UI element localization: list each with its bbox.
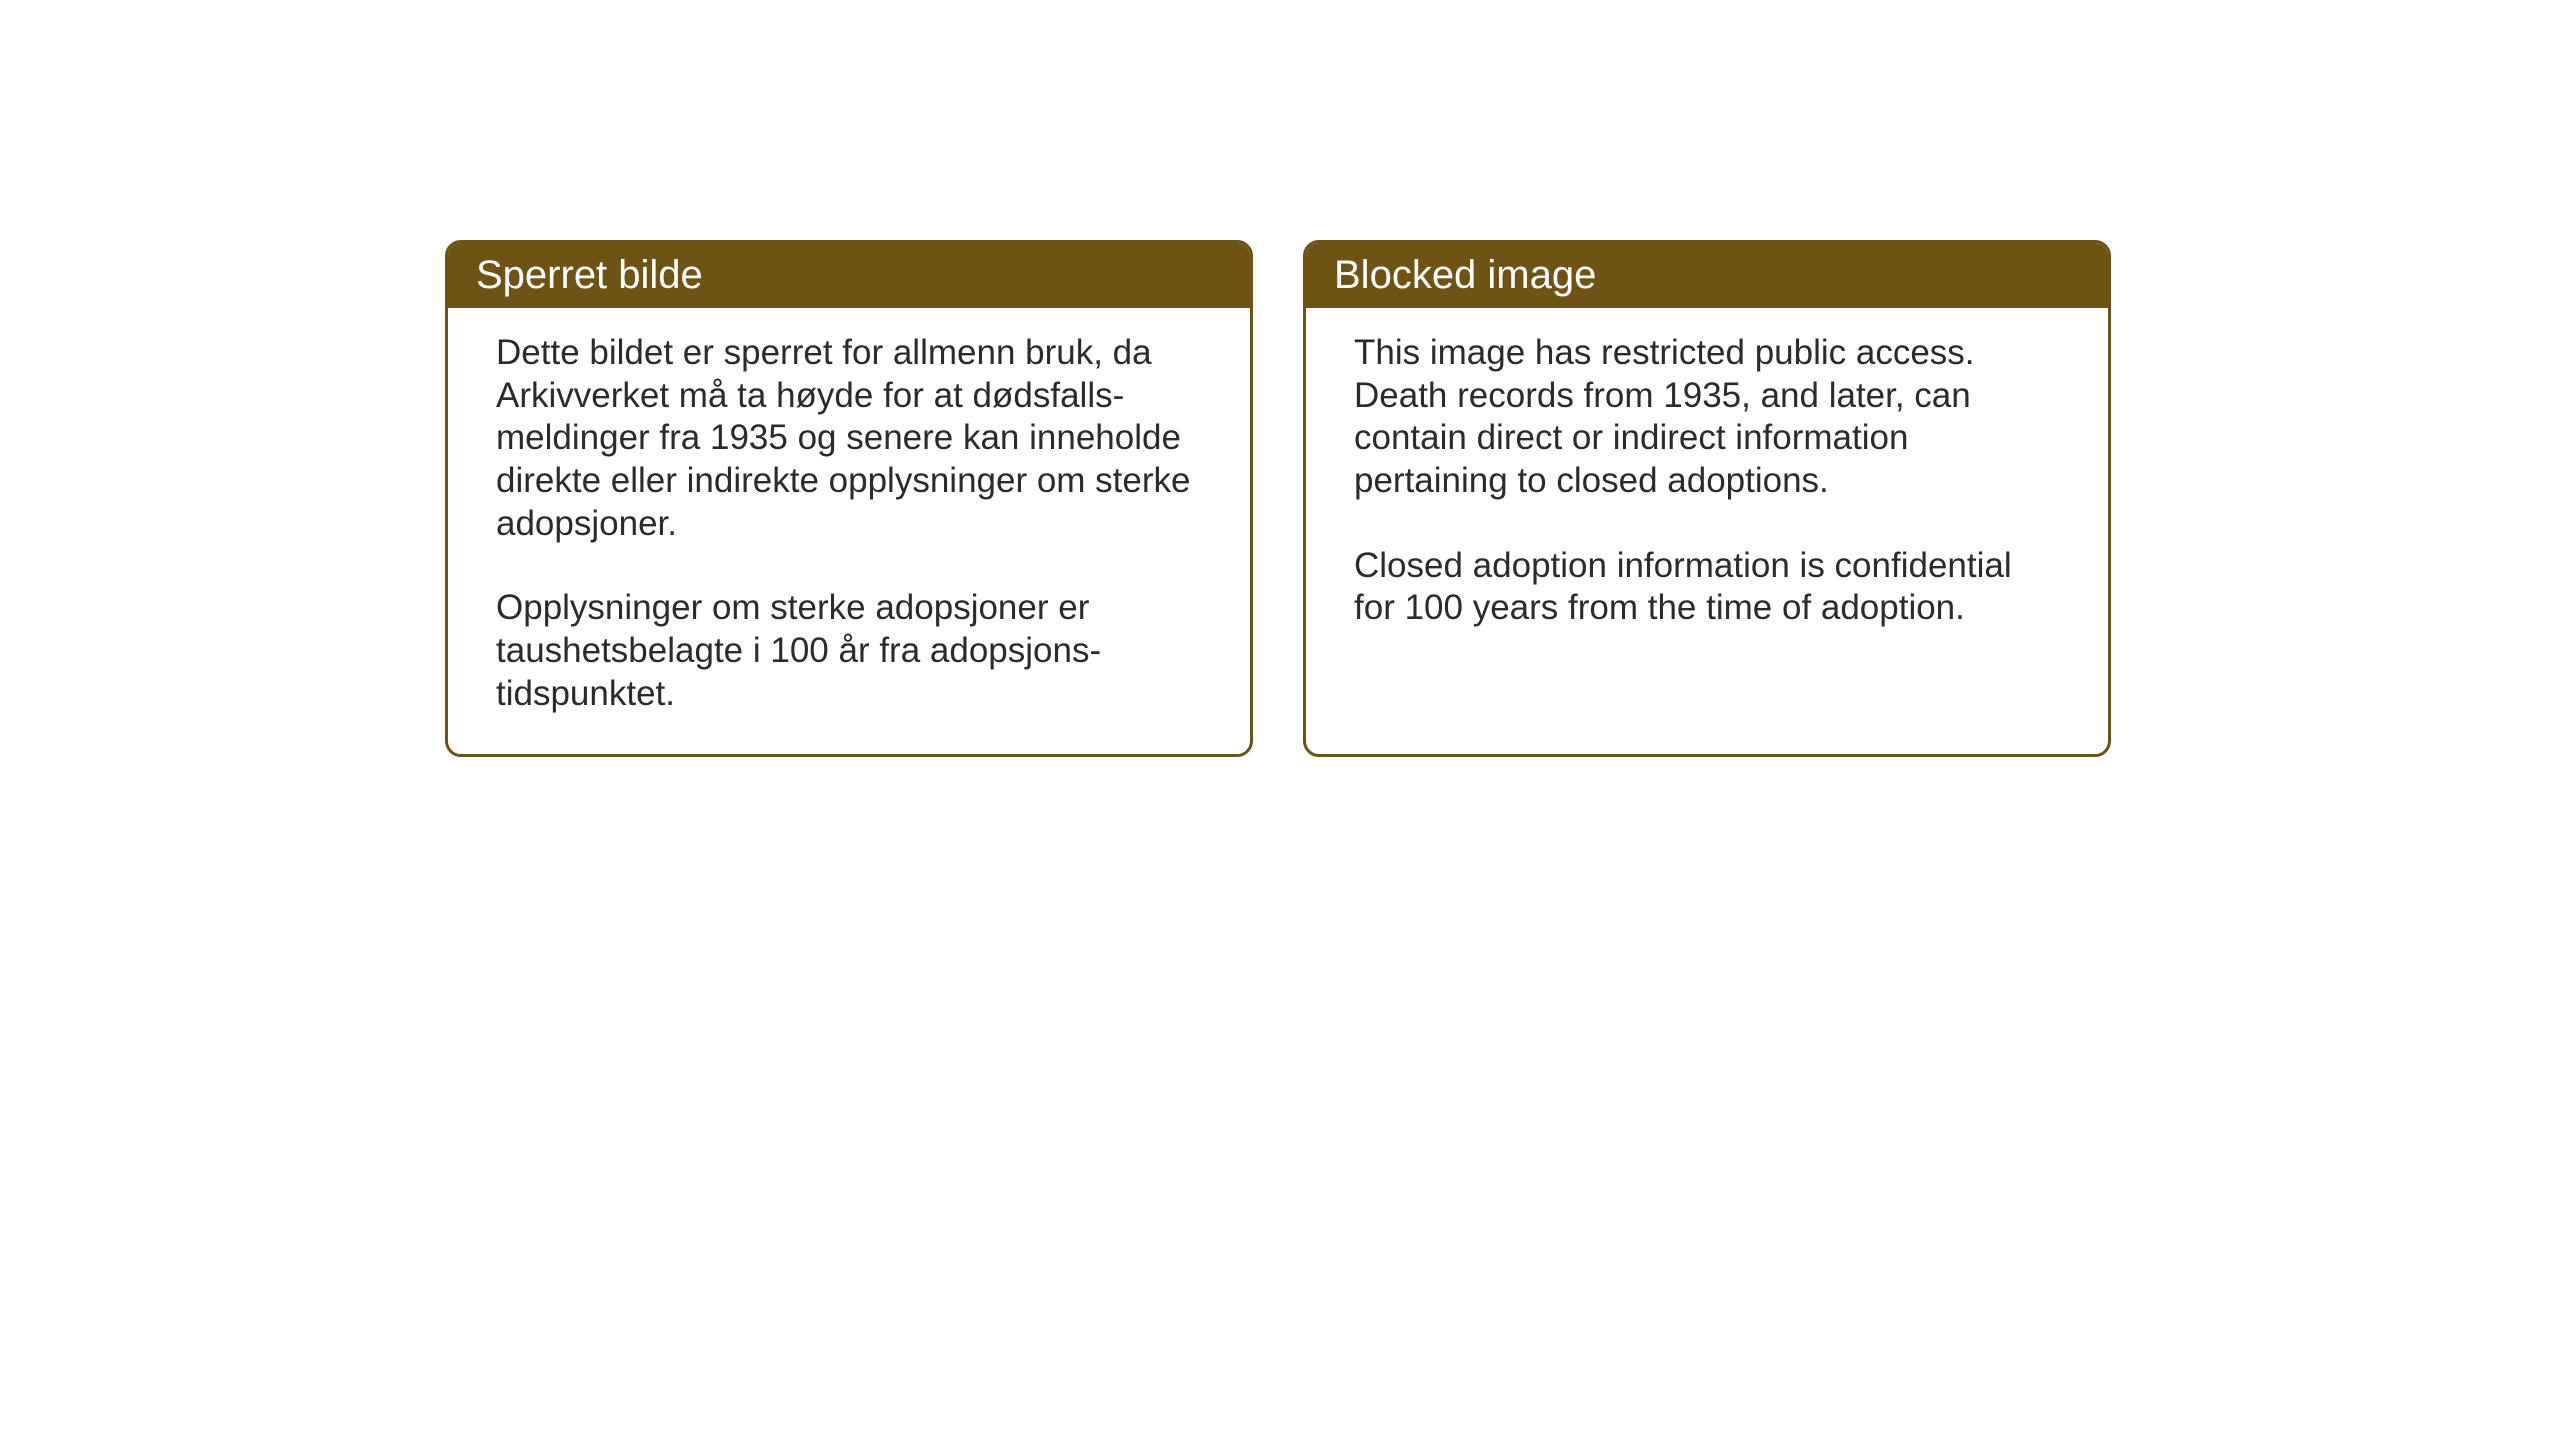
- card-title-english: Blocked image: [1334, 253, 1596, 297]
- card-paragraph-norwegian-1: Dette bildet er sperret for allmenn bruk…: [496, 332, 1202, 545]
- notice-container: Sperret bilde Dette bildet er sperret fo…: [445, 240, 2111, 757]
- card-body-english: This image has restricted public access.…: [1306, 308, 2108, 708]
- card-paragraph-norwegian-2: Opplysninger om sterke adopsjoner er tau…: [496, 587, 1202, 715]
- card-paragraph-english-2: Closed adoption information is confident…: [1354, 545, 2060, 630]
- card-body-norwegian: Dette bildet er sperret for allmenn bruk…: [448, 308, 1250, 754]
- card-title-norwegian: Sperret bilde: [476, 253, 703, 297]
- notice-card-english: Blocked image This image has restricted …: [1303, 240, 2111, 757]
- notice-card-norwegian: Sperret bilde Dette bildet er sperret fo…: [445, 240, 1253, 757]
- card-paragraph-english-1: This image has restricted public access.…: [1354, 332, 2060, 503]
- card-header-english: Blocked image: [1306, 243, 2108, 308]
- card-header-norwegian: Sperret bilde: [448, 243, 1250, 308]
